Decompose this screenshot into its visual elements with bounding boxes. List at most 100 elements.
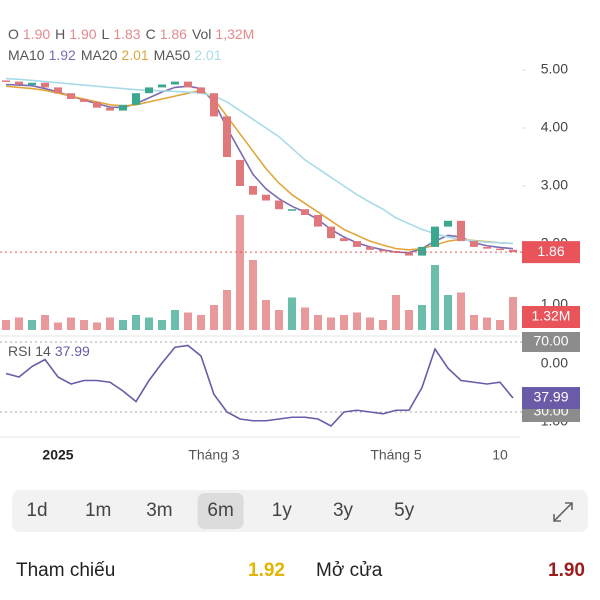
timeframe-button[interactable]: 6m	[197, 493, 244, 529]
volume-bar	[106, 317, 114, 330]
price-tick-label: 4.00	[541, 119, 568, 135]
volume-bar	[288, 297, 296, 330]
volume-bar	[93, 322, 101, 330]
volume-bar	[431, 265, 439, 330]
stat-label: Mở cửa	[316, 560, 383, 581]
timeframe-button[interactable]: 3m	[146, 500, 172, 521]
volume-bar	[496, 320, 504, 330]
ohlc-label: H	[55, 26, 65, 42]
volume-bar	[41, 315, 49, 330]
volume-bar	[80, 320, 88, 330]
timeframe-button[interactable]: 5y	[394, 500, 415, 521]
ohlc-value: 1.90	[69, 26, 96, 42]
timeframe-selected-bg	[197, 493, 244, 529]
timeframe-label: 1y	[272, 500, 293, 521]
candle-body	[28, 82, 36, 86]
candle-body	[197, 87, 205, 94]
ohlc-label: L	[102, 26, 110, 42]
timeframe-label: 5y	[394, 500, 415, 521]
candle-body	[54, 87, 62, 94]
volume-bar	[314, 315, 322, 330]
volume-bar	[275, 310, 283, 330]
ma-line: MA10 1.92 MA20 2.01 MA50 2.01	[8, 47, 222, 63]
volume-bar	[392, 295, 400, 330]
volume-bar	[379, 320, 387, 330]
timeframe-label: 1m	[85, 500, 111, 521]
x-tick-label: 2025	[42, 447, 73, 463]
volume-bar	[2, 320, 10, 330]
timeframe-label: 3m	[146, 500, 172, 521]
ohlc-value: 1.90	[23, 26, 50, 42]
price-tick-label: 5.00	[541, 61, 568, 77]
candle-body	[106, 107, 114, 111]
volume-tag	[522, 306, 580, 328]
candle-body	[353, 241, 361, 247]
candle-body	[340, 238, 348, 242]
last-price-label: 1.86	[537, 243, 564, 259]
volume-bar	[67, 317, 75, 330]
ma-value: 2.01	[121, 47, 148, 63]
candle-body	[275, 200, 283, 210]
price-tick-label: 3.00	[541, 177, 568, 193]
ohlc-value: 1.86	[160, 26, 187, 42]
stat-value: 1.90	[548, 560, 585, 581]
candle-body	[67, 93, 75, 99]
ohlc-label: Vol	[192, 26, 211, 42]
candle-body	[431, 226, 439, 247]
candle-body	[249, 186, 257, 195]
timeframe-button[interactable]: 1d	[26, 500, 47, 521]
ma-line	[5, 85, 514, 251]
last-price-tag	[522, 241, 580, 264]
rsi-header: RSI 14 37.99	[8, 343, 90, 359]
candle-body	[2, 80, 10, 82]
volume-bar	[184, 312, 192, 330]
timeframe-button[interactable]: 1y	[272, 500, 293, 521]
rsi-level-label: 70.00	[533, 333, 568, 349]
candle-body	[405, 252, 413, 256]
volume-bar	[236, 215, 244, 330]
volume-bar	[145, 317, 153, 330]
expand-arrow	[553, 502, 573, 522]
volume-bar	[223, 290, 231, 330]
ohlc-value: 1.83	[113, 26, 140, 42]
volume-bar	[210, 305, 218, 330]
volume-bar	[353, 312, 361, 330]
candle-body	[210, 93, 218, 117]
candle-body	[15, 81, 23, 85]
ma-line	[5, 77, 514, 245]
candle-body	[171, 81, 179, 85]
rsi-value-tag	[522, 387, 580, 410]
candle-body	[223, 116, 231, 157]
volume-bar	[444, 295, 452, 330]
volume-bar	[249, 260, 257, 330]
ohlc-value: 1,32M	[215, 26, 254, 42]
x-tick-label: Tháng 3	[188, 447, 240, 463]
candle-body	[327, 226, 335, 239]
volume-bar	[457, 292, 465, 330]
rsi-value: 37.99	[55, 343, 90, 359]
volume-bar	[418, 305, 426, 330]
timeframe-label: 1d	[26, 500, 47, 521]
stat-label: Tham chiếu	[16, 560, 115, 581]
expand-icon[interactable]	[553, 502, 573, 522]
volume-last-label: 1.32M	[532, 308, 571, 324]
ohlc-label: O	[8, 26, 19, 42]
stat-value: 1.92	[248, 560, 285, 581]
volume-bar	[28, 320, 36, 330]
candle-body	[236, 159, 244, 186]
candle-body	[262, 194, 270, 201]
timeframe-button[interactable]: 1m	[85, 500, 111, 521]
rsi-line	[5, 344, 514, 427]
ma-line	[5, 83, 514, 254]
timeframe-bar	[12, 490, 588, 532]
rsi-value-label: 37.99	[533, 389, 568, 405]
volume-bar	[197, 315, 205, 330]
candle-body	[483, 246, 491, 249]
volume-bar	[366, 317, 374, 330]
volume-bar	[158, 320, 166, 330]
timeframe-button[interactable]: 3y	[333, 500, 354, 521]
volume-bar	[54, 322, 62, 330]
candle-body	[41, 82, 49, 88]
volume-bar	[119, 320, 127, 330]
